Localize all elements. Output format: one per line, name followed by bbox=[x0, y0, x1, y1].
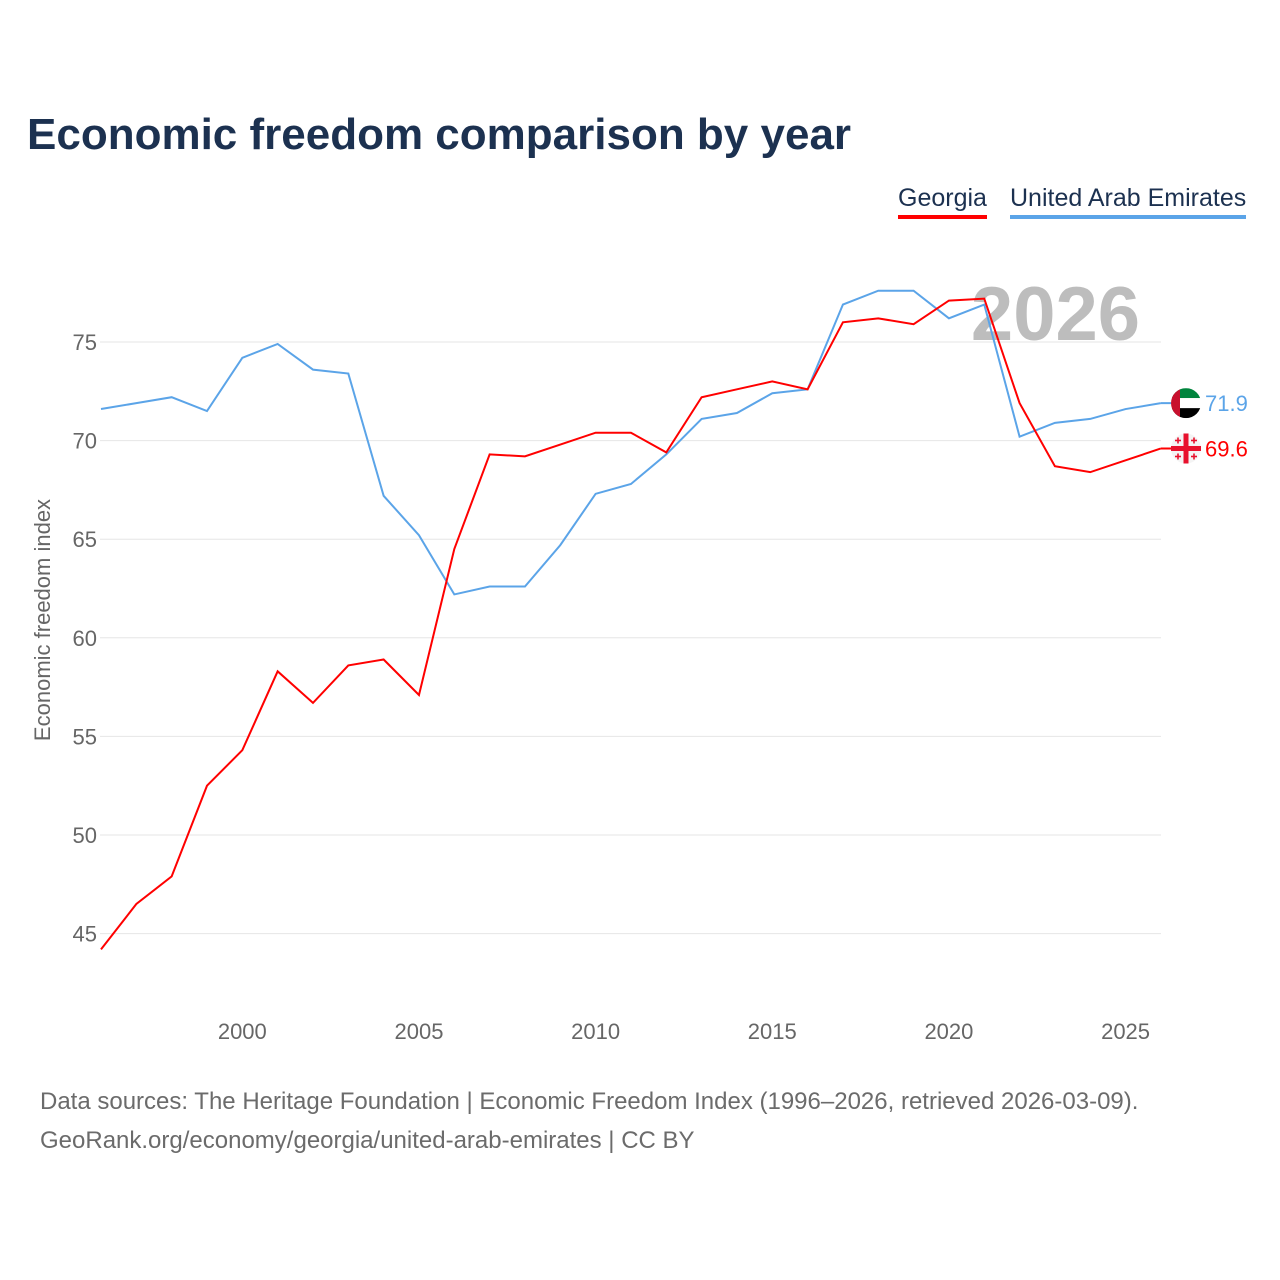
end-value-label: 69.6 bbox=[1205, 436, 1248, 461]
flag-small-cross bbox=[1175, 439, 1181, 442]
flag-stripe bbox=[1171, 388, 1201, 399]
footer-sources: Data sources: The Heritage Foundation | … bbox=[40, 1088, 1139, 1115]
legend-uae[interactable]: United Arab Emirates bbox=[1010, 184, 1247, 219]
georgia-flag-icon bbox=[1171, 433, 1201, 464]
flag-small-cross bbox=[1191, 455, 1197, 458]
flag-stripe bbox=[1171, 388, 1180, 419]
flag-small-cross bbox=[1191, 439, 1197, 442]
y-tick-label: 50 bbox=[73, 823, 97, 848]
flag-cross bbox=[1183, 433, 1189, 464]
y-tick-label: 70 bbox=[73, 429, 97, 454]
end-value-label: 71.9 bbox=[1205, 391, 1248, 416]
flag-stripe bbox=[1171, 408, 1201, 419]
series-line-georgia bbox=[100, 297, 1162, 950]
y-tick-label: 75 bbox=[73, 330, 97, 355]
legend-georgia[interactable]: Georgia bbox=[898, 184, 987, 219]
flag-small-cross bbox=[1175, 455, 1181, 458]
x-tick-label: 2005 bbox=[394, 1019, 443, 1044]
y-tick-label: 65 bbox=[73, 527, 97, 552]
x-tick-label: 2015 bbox=[748, 1019, 797, 1044]
series-line-uae bbox=[100, 289, 1162, 596]
y-tick-label: 60 bbox=[73, 626, 97, 651]
year-watermark: 2026 bbox=[971, 272, 1140, 357]
x-tick-label: 2000 bbox=[218, 1019, 267, 1044]
footer-link[interactable]: GeoRank.org/economy/georgia/united-arab-… bbox=[40, 1127, 695, 1154]
chart-title: Economic freedom comparison by year bbox=[27, 110, 852, 159]
y-tick-label: 55 bbox=[73, 724, 97, 749]
y-tick-label: 45 bbox=[73, 922, 97, 947]
y-axis-label: Economic freedom index bbox=[30, 499, 55, 741]
x-tick-label: 2010 bbox=[571, 1019, 620, 1044]
uae-flag-icon bbox=[1171, 388, 1201, 419]
x-tick-label: 2020 bbox=[924, 1019, 973, 1044]
x-tick-label: 2025 bbox=[1101, 1019, 1150, 1044]
flag-stripe bbox=[1171, 398, 1201, 409]
